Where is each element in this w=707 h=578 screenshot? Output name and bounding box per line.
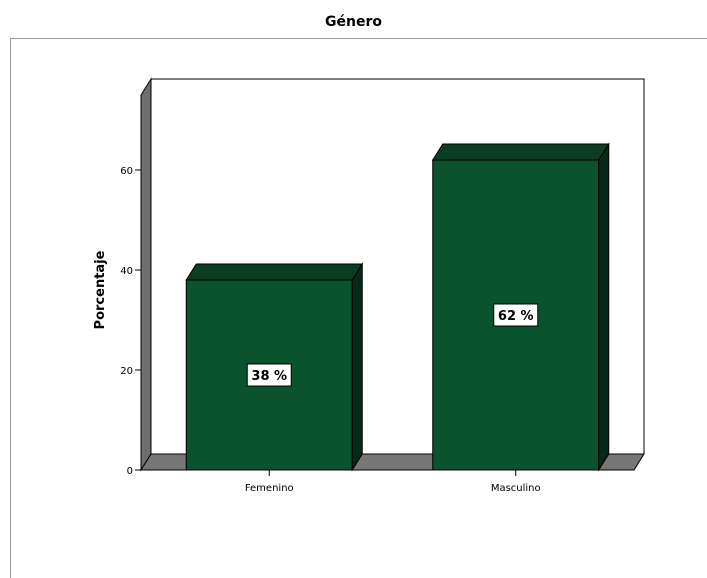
chart-title: Género (325, 14, 382, 30)
bar-top (431, 143, 610, 161)
x-axis-labels: Femenino Masculino (245, 470, 541, 494)
x-tick-label: Femenino (245, 483, 294, 494)
y-tick-label: 20 (120, 366, 133, 377)
y-tick-label: 60 (120, 166, 133, 177)
side-wall (140, 77, 152, 472)
chart-frame (10, 38, 707, 578)
y-tick-label: 40 (120, 266, 133, 277)
bar-chart: 0 20 40 60 38 % 62 % Femenino Masculino Porce… (93, 77, 645, 494)
bar-femenino: 38 % (185, 262, 364, 472)
data-label: 62 % (498, 309, 534, 324)
data-label-box (246, 363, 292, 387)
data-label: 38 % (251, 369, 287, 384)
bar-side (598, 142, 610, 472)
bar-top (185, 263, 364, 281)
bars: 38 % 62 % (185, 142, 610, 472)
y-axis: 0 20 40 60 (120, 95, 142, 477)
y-tick-label: 0 (127, 466, 133, 477)
bar-side (351, 262, 363, 472)
y-axis-title: Porcentaje (93, 250, 108, 329)
x-tick-label: Masculino (491, 483, 541, 494)
data-label-box (493, 303, 539, 327)
bar-masculino: 62 % (431, 142, 610, 472)
